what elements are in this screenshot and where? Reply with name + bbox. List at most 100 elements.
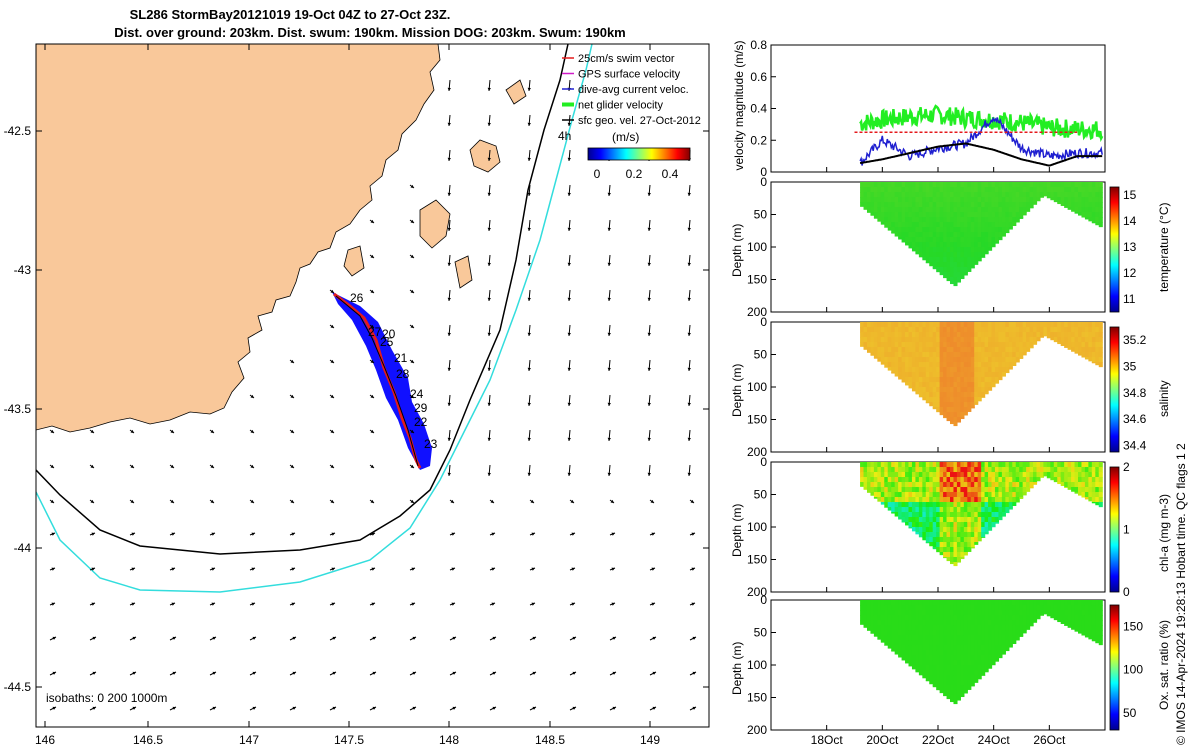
heatmap-cell	[950, 197, 955, 203]
heatmap-cell	[1022, 347, 1027, 353]
heatmap-cell	[1026, 477, 1031, 483]
heatmap-cell	[967, 497, 972, 503]
heatmap-cell	[908, 512, 913, 518]
heatmap-cell	[984, 232, 989, 238]
heatmap-cell	[991, 382, 996, 388]
heatmap-cell	[860, 605, 865, 611]
heatmap-cell	[922, 645, 927, 651]
heatmap-cell	[1081, 182, 1086, 188]
heatmap-cell	[901, 507, 906, 513]
velocity-arrow	[447, 464, 451, 477]
heatmap-cell	[1095, 362, 1100, 366]
heatmap-cell	[901, 192, 906, 198]
heatmap-cell	[956, 187, 961, 193]
heatmap-cell	[1057, 337, 1062, 343]
heatmap-cell	[956, 372, 961, 378]
heatmap-cell	[908, 222, 913, 228]
velocity-arrow	[527, 114, 531, 127]
heatmap-cell	[939, 492, 944, 498]
heatmap-cell	[1029, 620, 1034, 626]
heatmap-cell	[1019, 472, 1024, 478]
heatmap-cell	[1091, 482, 1096, 488]
heatmap-cell	[1012, 197, 1017, 203]
heatmap-cell	[988, 232, 993, 238]
heatmap-cell	[953, 700, 958, 705]
heatmap-cell	[1046, 467, 1051, 473]
heatmap-cell	[1078, 467, 1083, 473]
velocity-arrow	[369, 289, 375, 294]
heatmap-cell	[911, 482, 917, 488]
heatmap-cell	[939, 462, 944, 468]
heatmap-cell	[873, 342, 878, 348]
heatmap-cell	[929, 212, 934, 218]
heatmap-cell	[1022, 212, 1027, 216]
heatmap-cell	[1053, 187, 1058, 193]
heatmap-cell	[981, 187, 986, 193]
heatmap-cell	[901, 197, 906, 203]
heatmap-cell	[936, 387, 941, 393]
heatmap-cell	[970, 402, 975, 408]
heatmap-cell	[953, 247, 958, 253]
heatmap-cell	[956, 537, 961, 543]
heatmap-cell	[956, 532, 961, 538]
velocity-arrow	[249, 429, 255, 434]
heatmap-cell	[1050, 467, 1055, 473]
heatmap-cell	[939, 542, 944, 548]
heatmap-cell	[877, 332, 882, 338]
heatmap-cell	[988, 467, 993, 473]
heatmap-cell	[943, 600, 948, 606]
heatmap-cell	[915, 392, 920, 395]
heatmap-cell	[1029, 202, 1034, 208]
heatmap-cell	[939, 207, 944, 213]
heatmap-cell	[939, 337, 944, 343]
heatmap-cell	[963, 407, 968, 413]
heatmap-cell	[956, 252, 961, 258]
colorbar-ticks: 0 0.2 0.4	[594, 167, 679, 181]
heatmap-cell	[1088, 192, 1093, 198]
depth-tick-label: 50	[754, 348, 768, 362]
heatmap-cell	[918, 352, 923, 358]
heatmap-cell	[911, 462, 917, 468]
heatmap-cell	[908, 650, 913, 656]
heatmap-cell	[918, 507, 923, 513]
heatmap-cell	[929, 342, 934, 348]
heatmap-cell	[932, 187, 937, 193]
time-tick-label: 18Oct	[811, 733, 844, 747]
heatmap-cell	[911, 192, 917, 198]
heatmap-cell	[911, 247, 917, 252]
heatmap-cell	[963, 522, 968, 528]
map-title-line2: Dist. over ground: 203km. Dist. swum: 19…	[114, 25, 626, 40]
heatmap-cell	[908, 232, 913, 238]
heatmap-cell	[925, 392, 930, 398]
heatmap-cell	[946, 402, 951, 408]
heatmap-cell	[970, 670, 975, 676]
heatmap-cell	[967, 472, 972, 478]
heatmap-cell	[953, 257, 958, 263]
heatmap-cell	[1081, 347, 1086, 353]
speed-colorbar: (m/s) 0 0.2 0.4	[587, 130, 691, 181]
heatmap-cell	[911, 217, 917, 223]
heatmap-cell	[1081, 492, 1086, 498]
heatmap-cell	[1071, 487, 1076, 492]
heatmap-cell	[1012, 202, 1017, 208]
heatmap-cell	[950, 202, 955, 208]
heatmap-cell	[887, 487, 892, 493]
heatmap-cell	[1091, 342, 1096, 348]
heatmap-cell	[925, 242, 930, 248]
heatmap-cell	[967, 482, 972, 488]
velocity-arrow	[409, 706, 417, 711]
heatmap-cell	[950, 507, 955, 513]
heatmap-cell	[984, 362, 989, 368]
heatmap-cell	[977, 247, 982, 253]
heatmap-cell	[943, 625, 948, 631]
heatmap-cell	[1064, 625, 1069, 626]
heatmap-cell	[1029, 197, 1034, 203]
heatmap-cell	[915, 630, 920, 636]
heatmap-cell	[905, 377, 910, 383]
velocity-arrow	[89, 671, 97, 676]
heatmap-cell	[981, 605, 986, 611]
heatmap-cell	[994, 482, 1000, 488]
heatmap-cell	[891, 197, 896, 203]
heatmap-cell	[1026, 482, 1031, 488]
heatmap-cell	[884, 625, 889, 631]
